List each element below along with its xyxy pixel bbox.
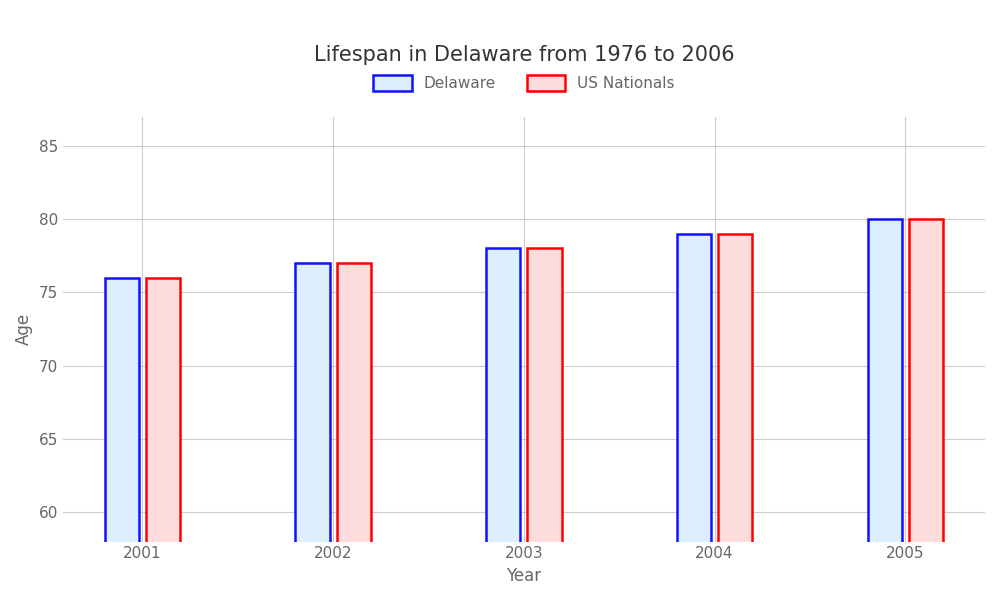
Bar bbox=[295, 263, 330, 600]
Legend: Delaware, US Nationals: Delaware, US Nationals bbox=[367, 69, 681, 97]
Bar bbox=[677, 234, 711, 600]
Bar bbox=[868, 219, 902, 600]
Bar bbox=[146, 278, 180, 600]
Bar bbox=[105, 278, 139, 600]
Title: Lifespan in Delaware from 1976 to 2006: Lifespan in Delaware from 1976 to 2006 bbox=[314, 45, 734, 65]
Y-axis label: Age: Age bbox=[15, 313, 33, 345]
Bar bbox=[909, 219, 943, 600]
Bar bbox=[337, 263, 371, 600]
X-axis label: Year: Year bbox=[506, 567, 541, 585]
Bar bbox=[486, 248, 520, 600]
Bar bbox=[527, 248, 562, 600]
Bar bbox=[718, 234, 752, 600]
